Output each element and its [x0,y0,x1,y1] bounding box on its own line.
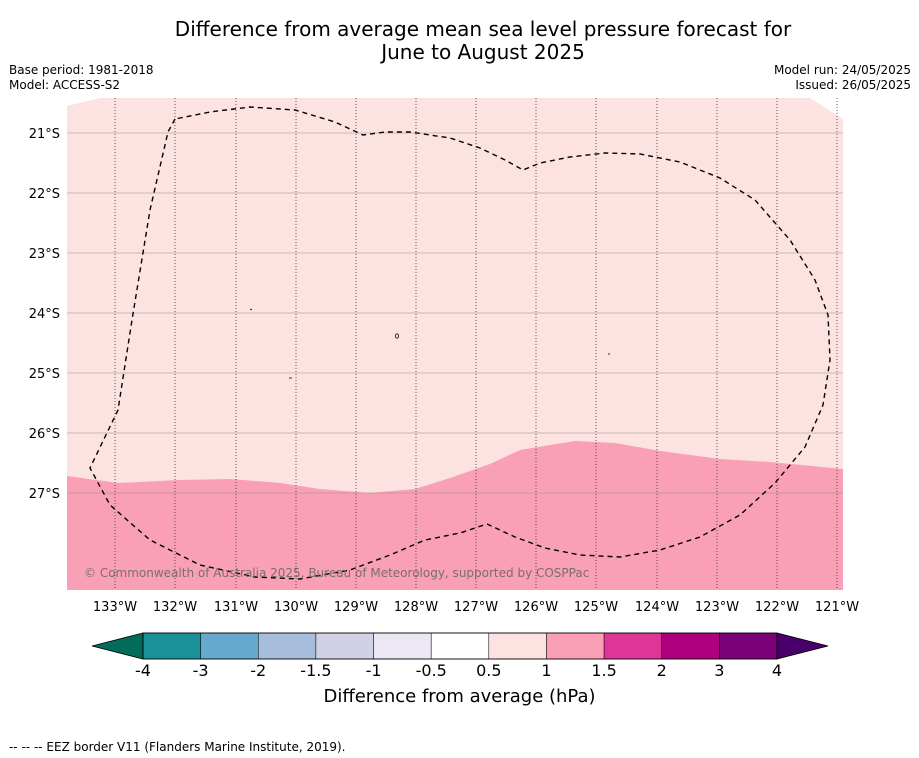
lon-label: 122°W [755,600,799,615]
model-run: Model run: 24/05/2025 [773,63,911,77]
colorbar-tick-label: 1 [541,661,551,680]
eez-border [89,106,831,580]
title-line-1: Difference from average mean sea level p… [174,17,792,41]
lon-label: 133°W [93,600,137,615]
colorbar-tick-label: -4 [135,661,151,680]
metadata-left: Base period: 1981-2018 Model: ACCESS-S2 [9,63,154,93]
lon-label: 123°W [695,600,739,615]
colorbar-tick-label: -1.5 [300,661,331,680]
colorbar-segment [661,632,720,660]
map-title: Difference from average mean sea level p… [0,18,919,64]
colorbar-ticks: -4 -3 -2 -1.5 -1 -0.5 0.5 1 1.5 2 3 4 [135,661,782,680]
lon-label: 126°W [514,600,558,615]
colorbar-tick-label: -2 [250,661,266,680]
lon-label: 125°W [574,600,618,615]
latitude-gridlines [67,132,843,494]
issued-date: Issued: 26/05/2025 [795,78,911,92]
lon-label: 131°W [214,600,258,615]
colorbar-segment [142,632,201,660]
colorbar-tick-label: 1.5 [591,661,616,680]
colorbar-segment [719,632,778,660]
colorbar-segment [603,632,662,660]
lat-label: 21°S [29,127,60,142]
colorbar-segments [142,632,778,660]
colorbar: -4 -3 -2 -1.5 -1 -0.5 0.5 1 1.5 2 3 4 [91,632,829,680]
lon-label: 130°W [274,600,318,615]
lat-label: 24°S [29,307,60,322]
pressure-band-dark [67,441,843,590]
colorbar-segment [488,632,547,660]
longitude-labels: 133°W 132°W 131°W 130°W 129°W 128°W 127°… [93,600,859,615]
colorbar-tick-label: 3 [714,661,724,680]
base-period: Base period: 1981-2018 [9,63,154,77]
colorbar-segment [200,632,259,660]
metadata-right: Model run: 24/05/2025 Issued: 26/05/2025 [774,63,911,93]
colorbar-tick-label: -0.5 [416,661,447,680]
lon-label: 128°W [394,600,438,615]
title-line-2: June to August 2025 [381,40,585,64]
colorbar-tick-label: 0.5 [476,661,501,680]
lon-label: 129°W [334,600,378,615]
lat-label: 23°S [29,247,60,262]
colorbar-tick-label: -1 [366,661,382,680]
legend-footer: -- -- -- EEZ border V11 (Flanders Marine… [9,740,346,754]
colorbar-label: Difference from average (hPa) [323,686,596,707]
colorbar-segment [430,632,490,660]
lon-label: 127°W [454,600,498,615]
longitude-gridlines [114,98,838,590]
island-marks [249,308,610,379]
colorbar-tick-label: -3 [193,661,209,680]
lat-label: 22°S [29,187,60,202]
colorbar-tick-label: 2 [657,661,667,680]
copyright-notice: © Commonwealth of Australia 2025, Bureau… [84,566,589,580]
lon-label: 121°W [815,600,859,615]
colorbar-tick-label: 4 [772,661,782,680]
colorbar-low-extend [91,632,144,660]
colorbar-segment [373,632,432,660]
colorbar-segment [258,632,317,660]
colorbar-segment [546,632,605,660]
lat-label: 27°S [29,487,60,502]
lat-label: 26°S [29,427,60,442]
colorbar-segment [315,632,374,660]
lon-label: 132°W [153,600,197,615]
model-name: Model: ACCESS-S2 [9,78,121,92]
latitude-labels: 21°S 22°S 23°S 24°S 25°S 26°S 27°S [29,127,60,502]
colorbar-high-extend [776,632,829,660]
colorbar-frame [142,632,778,660]
lon-label: 124°W [635,600,679,615]
lat-label: 25°S [29,367,60,382]
